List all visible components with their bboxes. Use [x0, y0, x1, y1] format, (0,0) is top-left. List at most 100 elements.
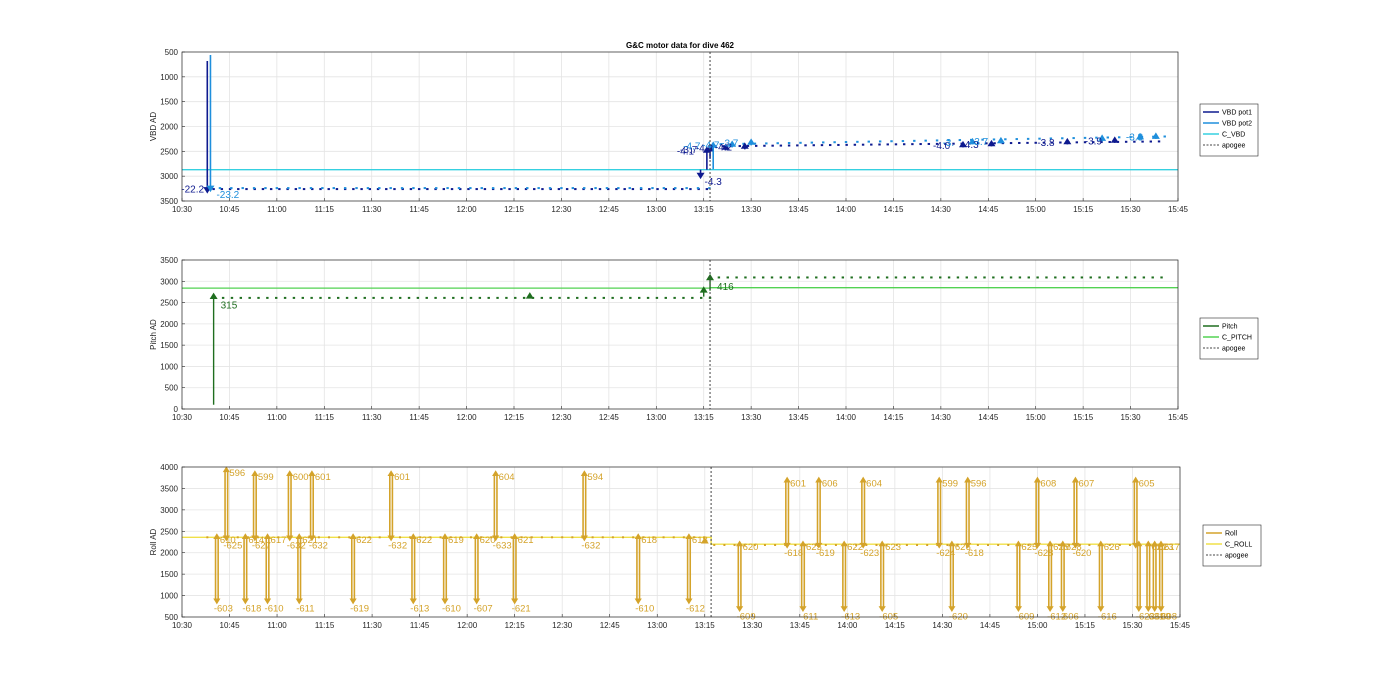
roll-move-marker	[1151, 540, 1159, 547]
roll-move-up-label: 607	[1078, 478, 1094, 489]
roll-point	[1057, 544, 1060, 546]
roll-move-marker	[251, 535, 259, 542]
x-tick-label: 15:30	[1121, 205, 1142, 214]
roll-move-up-label: 599	[258, 472, 274, 483]
pitch-point	[558, 296, 561, 299]
roll-move-marker	[1151, 606, 1159, 613]
y-tick-label: 2000	[160, 123, 178, 132]
vbd-pot1-point	[927, 142, 931, 145]
pitch-point	[487, 296, 490, 299]
roll-point	[814, 544, 817, 546]
vbd-pot1-point	[837, 143, 840, 146]
vbd-pot2-point	[332, 187, 335, 190]
roll-point	[429, 536, 432, 539]
x-tick-label: 14:00	[837, 621, 858, 630]
roll-point	[378, 536, 381, 539]
roll-point	[834, 544, 837, 546]
vbd-pot1-point	[574, 188, 577, 191]
x-tick-label: 12:30	[551, 413, 572, 422]
vbd-pot1-point	[804, 144, 807, 147]
x-tick-label: 12:45	[600, 621, 621, 630]
pitch-point	[1045, 276, 1048, 279]
roll-move-up-label: 620	[743, 542, 759, 553]
pitch-point	[460, 296, 464, 299]
roll-point	[236, 536, 239, 539]
vbd-move-marker	[740, 142, 749, 149]
vbd-pot2-point	[799, 141, 802, 144]
roll-point	[743, 544, 746, 546]
pitch-point	[239, 296, 243, 299]
vbd-pot2-point	[1049, 137, 1053, 140]
vbd-move-marker	[958, 140, 967, 148]
roll-move-up-label: 599	[942, 478, 958, 489]
roll-point	[956, 544, 959, 546]
pitch-point	[319, 296, 322, 299]
roll-move-marker	[511, 598, 519, 605]
vbd-pot2-point	[742, 142, 745, 145]
roll-move-down-label: -625	[223, 541, 242, 552]
pitch-point	[549, 296, 552, 299]
roll-move-marker	[859, 476, 867, 483]
roll-point	[358, 536, 361, 539]
x-tick-label: 12:30	[552, 621, 573, 630]
pitch-point	[1133, 276, 1137, 279]
vbd-pot2-point	[355, 187, 358, 190]
x-tick-label: 15:00	[1027, 621, 1048, 630]
vbd-pot2-point	[514, 187, 518, 190]
vbd-pot1-point	[311, 188, 314, 191]
roll-point	[895, 544, 898, 546]
vbd-pot2-point	[1072, 137, 1075, 140]
x-tick-label: 15:00	[1026, 205, 1047, 214]
x-tick-label: 12:00	[457, 621, 478, 630]
vbd-pot2-point	[321, 187, 324, 190]
pitch-point	[761, 276, 765, 279]
roll-move-up-label: 621	[518, 535, 534, 546]
x-tick-label: 15:30	[1122, 621, 1143, 630]
roll-move-marker	[387, 535, 395, 542]
plot-area	[182, 260, 1178, 409]
roll-move-marker	[1033, 476, 1042, 483]
pitch-point	[717, 276, 721, 279]
x-tick-label: 13:45	[789, 205, 810, 214]
x-tick-label: 14:45	[980, 621, 1001, 630]
roll-move-marker	[409, 598, 417, 605]
x-tick-label: 13:30	[742, 621, 763, 630]
roll-move-up-label: 622	[356, 535, 372, 546]
vbd-pot1-point	[319, 188, 322, 191]
x-tick-label: 11:00	[267, 205, 287, 214]
roll-move-down-label: -624	[936, 548, 955, 559]
roll-move-marker	[935, 476, 943, 483]
roll-move-down-label: -627	[252, 541, 271, 552]
vbd-pot1-point	[779, 144, 783, 147]
x-tick-label: 13:15	[695, 621, 716, 630]
vbd-pot2-point	[1095, 136, 1098, 139]
vbd-pot1-point	[1100, 141, 1103, 144]
roll-move-down-label: -628	[1034, 548, 1053, 559]
vbd-pot1-point	[360, 188, 363, 191]
roll-move-marker	[685, 598, 693, 605]
roll-point	[611, 536, 614, 539]
vbd-pot1-point	[245, 188, 248, 191]
pitch-point	[992, 276, 995, 279]
vbd-pot1-point	[459, 188, 462, 191]
y-tick-label: 1000	[160, 362, 178, 371]
y-tick-label: 2500	[160, 527, 178, 536]
roll-move-down-label: -618	[242, 604, 261, 615]
vbd-pot2-point	[560, 187, 563, 190]
vbd-pot2-point	[935, 139, 939, 142]
pitch-point	[257, 296, 260, 299]
pitch-point	[407, 296, 411, 299]
roll-move-up-label: 622	[847, 542, 863, 553]
vbd-move-label: -3.7	[721, 138, 739, 149]
vbd-pot2-point	[639, 187, 643, 190]
plot-frame	[181, 259, 1179, 410]
pitch-point	[620, 296, 623, 299]
roll-move-marker	[295, 598, 303, 605]
vbd-pot2-point	[537, 187, 540, 190]
roll-move-marker	[349, 533, 357, 540]
roll-move-marker	[1014, 606, 1023, 613]
vbd-pot1-point	[1075, 141, 1079, 144]
x-tick-label: 10:45	[220, 621, 241, 630]
vbd-move-marker	[1063, 137, 1072, 145]
vbd-pot1-point	[911, 143, 914, 146]
